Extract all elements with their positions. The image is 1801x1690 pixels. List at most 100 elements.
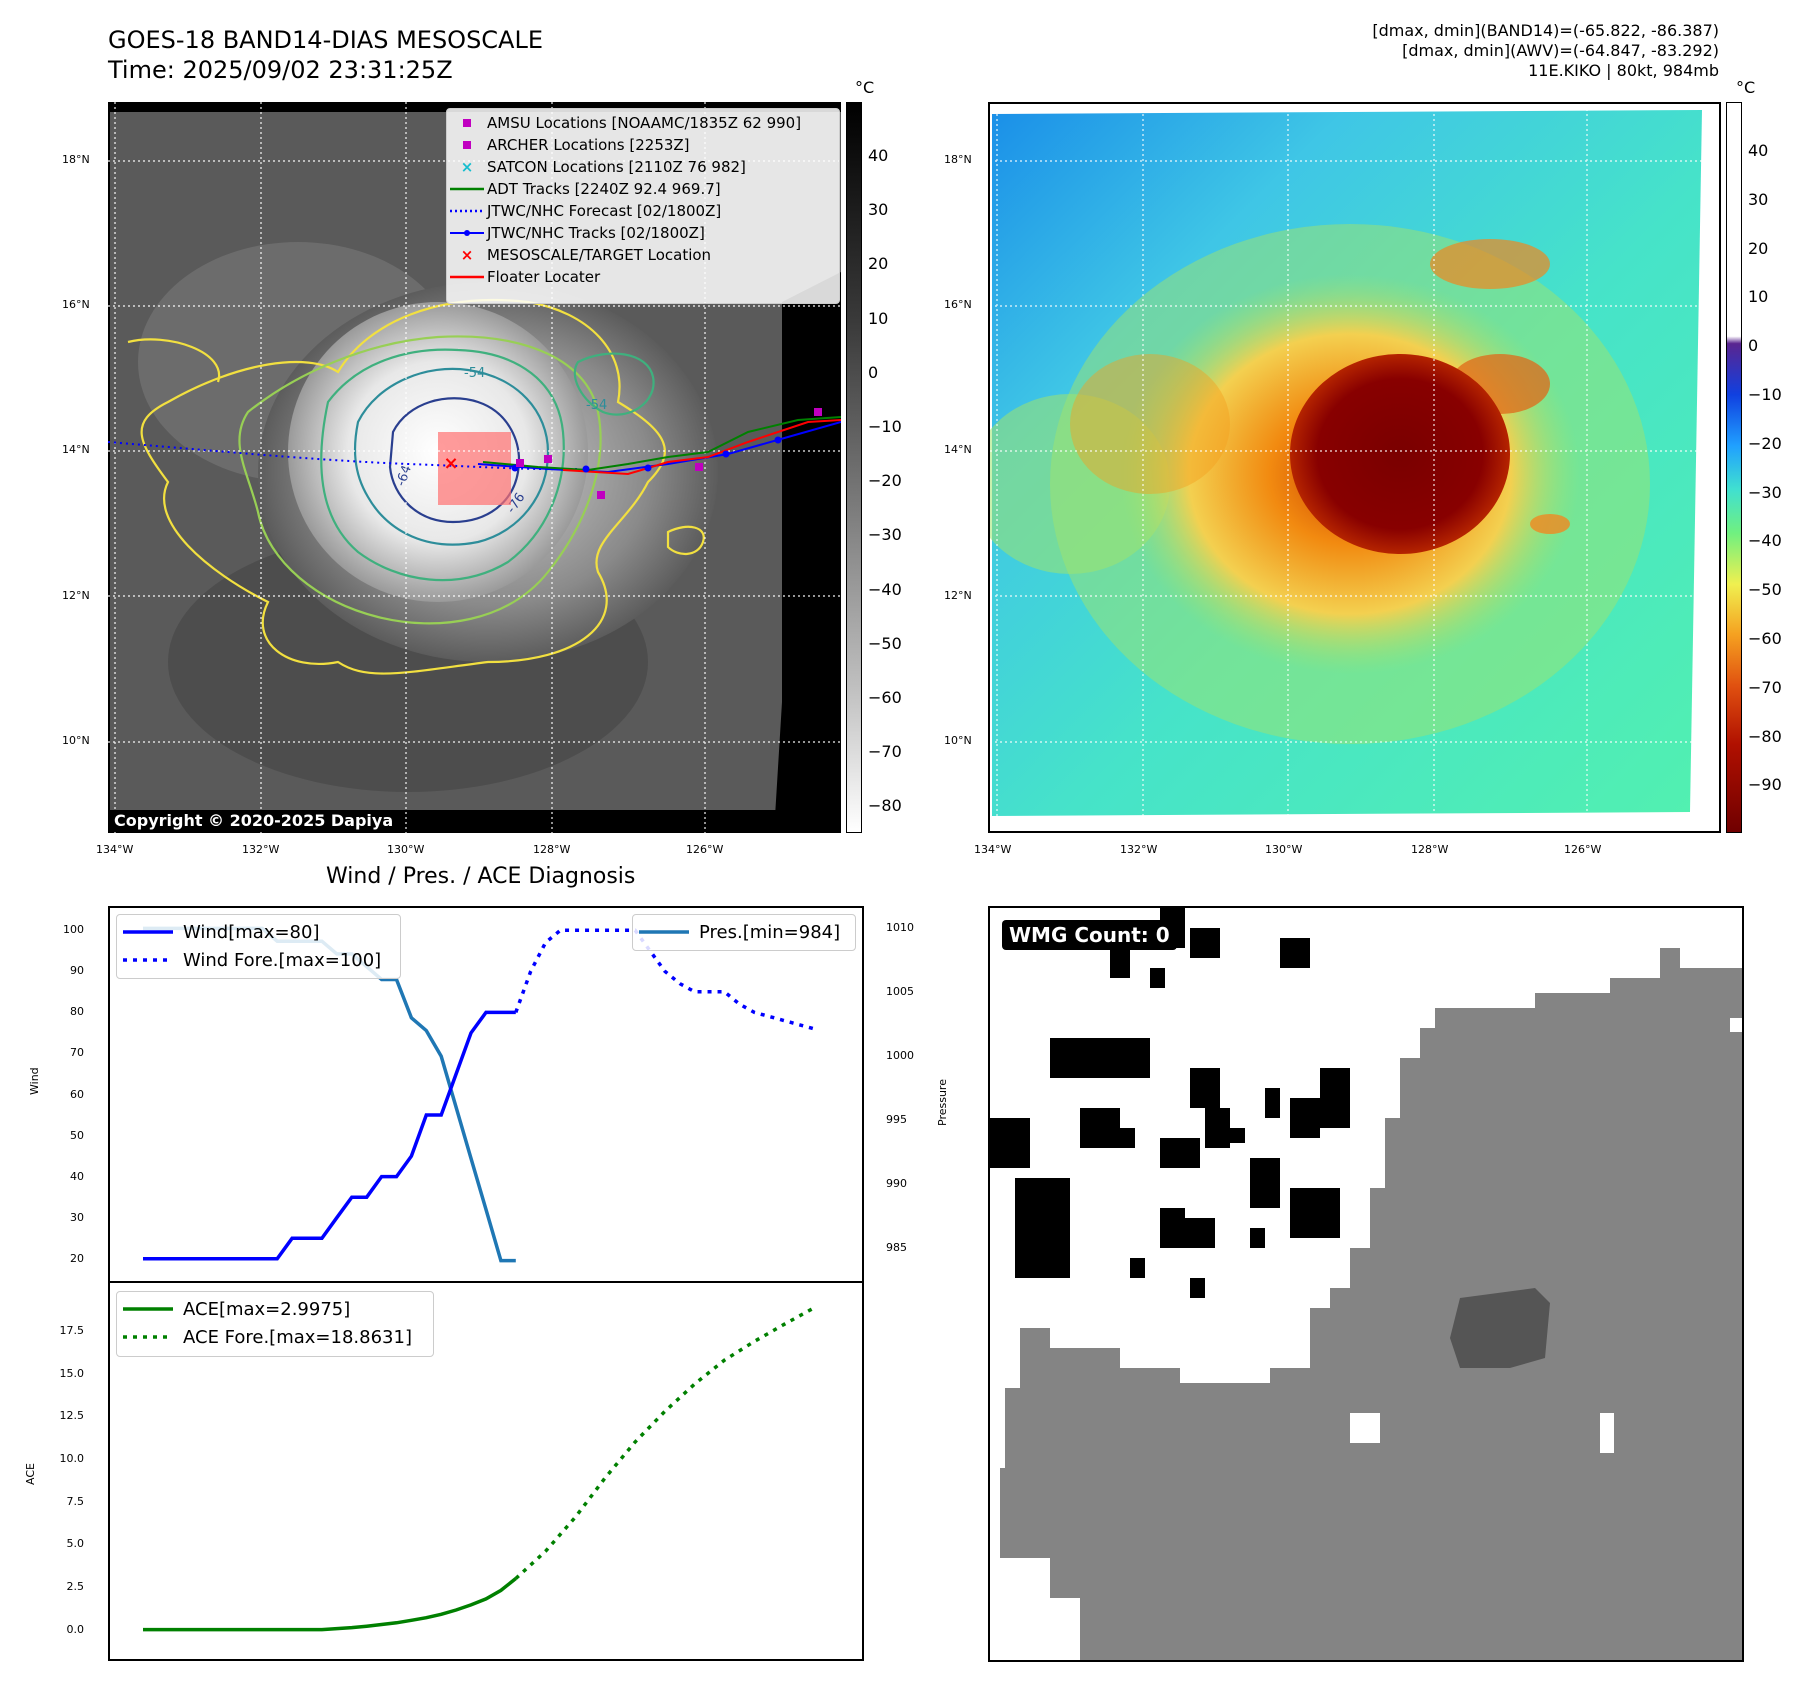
colorbar-tick: −70 [1748,677,1782,697]
lon-tick: 134°W [974,843,1012,856]
ir-legend-item: × SATCON Locations [2110Z 76 982] [447,156,839,178]
legend-symbol-icon [447,183,487,195]
y-tick-label: 12.5 [59,1409,85,1423]
legend-symbol-icon: × [447,161,487,173]
legend-symbol-icon [447,139,487,151]
wind-legend: Wind[max=80] Wind Fore.[max=100] [116,914,401,979]
ir-colorbar [846,102,862,833]
colorbar-tick: −90 [1748,775,1782,795]
contour-label: -54 [464,366,485,381]
colorbar-tick: 10 [868,308,889,328]
y-tick-label: 100 [63,923,84,937]
wmg-grid [990,908,1742,1660]
ir-legend-item: × MESOSCALE/TARGET Location [447,244,839,266]
lat-tick: 16°N [944,298,972,311]
colorbar-tick: −30 [868,525,902,545]
lat-tick: 14°N [62,443,90,456]
legend-item: ACE Fore.[max=18.8631] [123,1326,412,1348]
awv-colorbar [1726,102,1742,833]
y-tick-label: 15.0 [59,1366,85,1380]
legend-symbol-icon [447,205,487,217]
wind-forecast-line [514,928,815,1031]
lon-tick: 126°W [686,843,724,856]
y-tick-label: 1010 [886,921,914,935]
ir-legend-item: JTWC/NHC Tracks [02/1800Z] [447,222,839,244]
awv-map-image [990,104,1719,831]
contour-label: -64 [394,463,415,488]
ir-colorbar-unit: °C [855,78,875,97]
ir-legend-item: ARCHER Locations [2253Z] [447,134,839,156]
y-tick-label: 20 [70,1251,84,1265]
y-tick-label: 1005 [886,985,914,999]
colorbar-tick: −30 [1748,482,1782,502]
pressure-axis-label: Pressure [936,1079,949,1126]
y-tick-label: 995 [886,1113,907,1127]
colorbar-tick: 0 [868,362,879,382]
wind-line [143,1010,516,1261]
ace-forecast-line [514,1306,815,1580]
lon-tick: 130°W [387,843,425,856]
ir-legend-item: ADT Tracks [2240Z 92.4 969.7] [447,178,839,200]
lon-tick: 132°W [1120,843,1158,856]
colorbar-tick: −10 [1748,385,1782,404]
svg-text:×: × [461,161,474,173]
y-tick-label: 0.0 [66,1622,85,1636]
legend-label: AMSU Locations [NOAAMC/1835Z 62 990] [487,114,802,132]
y-tick-label: 80 [70,1005,84,1019]
ace-legend: ACE[max=2.9975] ACE Fore.[max=18.8631] [116,1291,434,1357]
y-tick-label: 90 [70,964,84,978]
lat-tick: 18°N [944,153,972,166]
lon-tick: 126°W [1564,843,1602,856]
legend-label: JTWC/NHC Forecast [02/1800Z] [487,202,722,220]
svg-text:×: × [461,249,474,261]
y-tick-label: 985 [886,1240,907,1254]
ir-map-legend: AMSU Locations [NOAAMC/1835Z 62 990] ARCH… [446,108,840,304]
legend-label: ARCHER Locations [2253Z] [487,136,690,154]
wmg-count-badge: WMG Count: 0 [1002,920,1177,950]
ir-satellite-map: -54 -54 -64 -76 × Copyright © 2020-2025 … [108,102,841,833]
y-tick-label: 5.0 [66,1537,85,1551]
legend-item: Wind Fore.[max=100] [123,949,382,971]
lat-tick: 10°N [944,734,972,747]
colorbar-tick: 30 [868,200,889,220]
colorbar-tick: 0 [1748,336,1759,356]
pressure-legend: Pres.[min=984] [632,914,856,951]
legend-item: Pres.[min=984] [639,921,841,943]
legend-item: Wind[max=80] [123,921,320,943]
y-tick-label: 10.0 [59,1452,85,1466]
colorbar-tick: 10 [1748,287,1769,307]
ace-plot [143,1306,815,1632]
y-tick-label: 70 [70,1046,84,1060]
legend-symbol-icon [447,271,487,283]
ir-legend-item: AMSU Locations [NOAAMC/1835Z 62 990] [447,112,839,134]
wind-axis-label: Wind [28,1067,41,1095]
lat-tick: 12°N [62,589,90,602]
colorbar-tick: −60 [1748,629,1782,648]
diagnosis-title: Wind / Pres. / ACE Diagnosis [326,864,636,889]
y-tick-label: 7.5 [66,1494,85,1508]
colorbar-tick: −50 [1748,580,1782,600]
colorbar-tick: 20 [868,254,889,274]
ir-legend-item: JTWC/NHC Forecast [02/1800Z] [447,200,839,222]
lat-tick: 16°N [62,298,90,311]
wmg-panel: WMG Count: 0 [988,906,1744,1662]
legend-symbol-icon [447,117,487,129]
ace-line [143,1577,517,1632]
colorbar-tick: −50 [868,633,902,653]
legend-symbol-icon: × [447,249,487,261]
ir-legend-item: Floater Locater [447,266,839,288]
y-tick-label: 40 [70,1169,84,1183]
lon-tick: 134°W [96,843,134,856]
y-tick-label: 60 [70,1087,84,1101]
legend-label: Floater Locater [487,268,601,286]
lat-tick: 10°N [62,734,90,747]
legend-label: JTWC/NHC Tracks [02/1800Z] [487,224,705,242]
legend-label: SATCON Locations [2110Z 76 982] [487,158,746,176]
colorbar-tick: 30 [1748,189,1769,209]
storm-info: 11E.KIKO | 80kt, 984mb [1528,61,1719,80]
awv-map [988,102,1721,833]
y-tick-label: 50 [70,1128,84,1142]
colorbar-tick: −60 [868,688,902,707]
legend-item: ACE[max=2.9975] [123,1298,351,1320]
lat-tick: 12°N [944,589,972,602]
